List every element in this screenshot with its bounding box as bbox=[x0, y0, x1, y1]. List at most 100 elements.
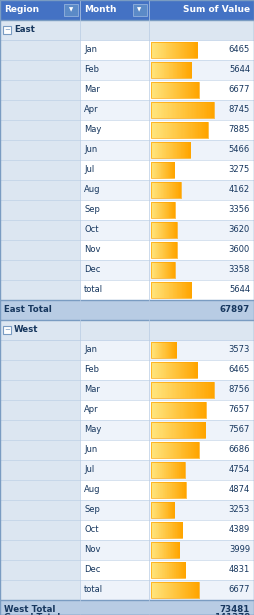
Bar bbox=[205, 383, 207, 398]
Bar bbox=[196, 383, 198, 398]
Bar bbox=[166, 462, 167, 478]
Bar bbox=[153, 42, 155, 58]
Bar bbox=[156, 482, 157, 498]
Bar bbox=[171, 582, 172, 598]
Bar bbox=[178, 442, 179, 458]
Bar bbox=[155, 462, 156, 478]
Bar bbox=[173, 42, 174, 58]
Bar bbox=[166, 42, 168, 58]
Bar bbox=[171, 362, 172, 378]
Bar bbox=[159, 542, 160, 558]
Bar bbox=[173, 462, 174, 478]
Bar bbox=[197, 582, 198, 598]
Bar bbox=[181, 522, 182, 538]
Bar bbox=[193, 82, 195, 98]
Bar bbox=[175, 423, 176, 438]
Bar bbox=[188, 402, 190, 418]
Bar bbox=[173, 343, 174, 357]
Bar bbox=[163, 462, 164, 478]
Bar bbox=[171, 562, 172, 577]
Bar bbox=[160, 462, 161, 478]
Bar bbox=[151, 62, 191, 77]
Bar bbox=[166, 402, 168, 418]
Bar bbox=[171, 343, 172, 357]
Bar bbox=[193, 423, 195, 438]
Bar bbox=[207, 122, 208, 138]
Bar bbox=[179, 562, 180, 577]
Bar bbox=[3, 26, 11, 34]
Bar bbox=[167, 362, 169, 378]
Bar bbox=[190, 103, 192, 117]
Bar bbox=[200, 122, 201, 138]
Bar bbox=[167, 122, 168, 138]
Text: 4389: 4389 bbox=[229, 525, 250, 534]
Bar bbox=[152, 502, 153, 518]
Bar bbox=[153, 103, 155, 117]
Text: 8756: 8756 bbox=[229, 386, 250, 394]
Bar bbox=[0, 320, 254, 340]
Bar bbox=[185, 62, 186, 77]
Bar bbox=[153, 383, 155, 398]
Bar bbox=[152, 162, 153, 178]
Bar bbox=[172, 542, 174, 558]
Bar bbox=[179, 183, 181, 197]
Bar bbox=[162, 522, 163, 538]
Bar bbox=[155, 542, 156, 558]
Bar bbox=[194, 103, 195, 117]
Bar bbox=[159, 482, 160, 498]
Bar bbox=[163, 522, 164, 538]
Bar bbox=[151, 562, 152, 577]
Bar bbox=[0, 300, 254, 320]
Bar bbox=[181, 383, 183, 398]
Bar bbox=[0, 20, 254, 40]
Bar bbox=[172, 162, 173, 178]
Bar bbox=[156, 542, 157, 558]
Bar bbox=[159, 202, 160, 218]
Bar bbox=[176, 242, 177, 258]
Bar bbox=[172, 223, 173, 237]
Bar bbox=[173, 183, 174, 197]
Bar bbox=[162, 42, 163, 58]
Text: 4754: 4754 bbox=[229, 466, 250, 475]
Bar bbox=[151, 143, 152, 157]
Bar bbox=[191, 103, 193, 117]
Bar bbox=[167, 383, 169, 398]
Bar bbox=[172, 202, 173, 218]
Bar bbox=[162, 202, 163, 218]
Bar bbox=[174, 263, 175, 277]
Bar bbox=[0, 540, 80, 560]
Bar bbox=[156, 162, 157, 178]
Bar bbox=[0, 520, 80, 540]
Bar bbox=[173, 122, 175, 138]
Bar bbox=[179, 183, 180, 197]
Bar bbox=[0, 180, 254, 200]
Bar bbox=[161, 482, 162, 498]
Bar bbox=[161, 263, 162, 277]
Bar bbox=[163, 362, 164, 378]
Bar bbox=[195, 362, 196, 378]
Bar bbox=[168, 383, 170, 398]
Bar bbox=[172, 462, 174, 478]
Bar bbox=[192, 442, 194, 458]
Bar bbox=[157, 502, 158, 518]
Bar bbox=[151, 183, 152, 197]
Bar bbox=[158, 482, 160, 498]
Bar bbox=[167, 562, 168, 577]
Bar bbox=[195, 582, 196, 598]
Bar bbox=[173, 183, 174, 197]
Bar bbox=[157, 42, 158, 58]
Bar bbox=[173, 242, 174, 258]
Bar bbox=[166, 242, 167, 258]
Bar bbox=[183, 423, 185, 438]
Bar bbox=[167, 462, 168, 478]
Bar bbox=[190, 282, 191, 298]
Bar bbox=[155, 82, 157, 98]
Bar bbox=[156, 383, 157, 398]
Bar bbox=[194, 42, 195, 58]
Bar bbox=[171, 162, 172, 178]
Bar bbox=[152, 223, 153, 237]
Text: ▼: ▼ bbox=[137, 7, 142, 12]
Bar bbox=[156, 502, 157, 518]
Bar bbox=[164, 202, 165, 218]
Bar bbox=[151, 282, 191, 298]
